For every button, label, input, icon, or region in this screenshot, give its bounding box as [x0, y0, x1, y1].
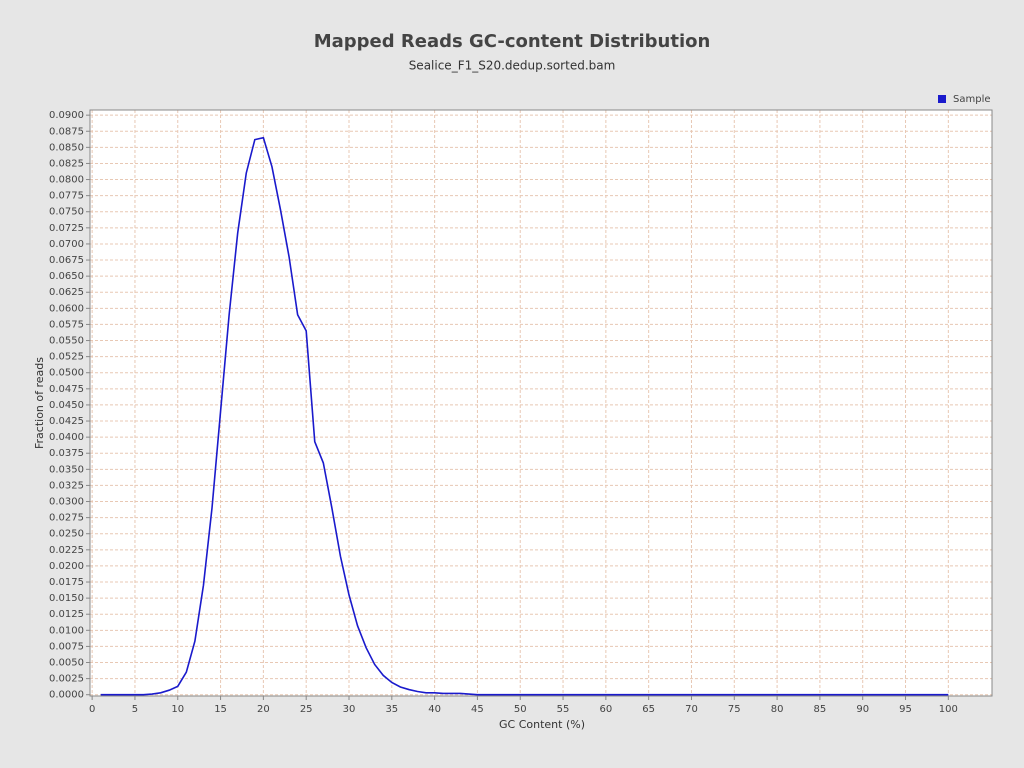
- y-tick-label: 0.0675: [49, 255, 84, 266]
- x-tick-label: 5: [132, 704, 138, 715]
- y-tick-label: 0.0725: [49, 223, 84, 234]
- y-tick-label: 0.0875: [49, 126, 84, 137]
- plot-area: [90, 110, 992, 696]
- y-tick-label: 0.0800: [49, 175, 84, 186]
- y-tick-label: 0.0525: [49, 352, 84, 363]
- y-tick-label: 0.0450: [49, 400, 84, 411]
- y-tick-label: 0.0750: [49, 207, 84, 218]
- y-tick-label: 0.0175: [49, 577, 84, 588]
- y-tick-label: 0.0325: [49, 480, 84, 491]
- y-tick-label: 0.0650: [49, 271, 84, 282]
- legend-label: Sample: [953, 94, 991, 105]
- y-tick-label: 0.0500: [49, 368, 84, 379]
- y-tick-label: 0.0225: [49, 545, 84, 556]
- y-tick-label: 0.0600: [49, 303, 84, 314]
- y-tick-label: 0.0025: [49, 674, 84, 685]
- y-axis-label: Fraction of reads: [33, 357, 46, 449]
- y-tick-label: 0.0775: [49, 191, 84, 202]
- chart-title: Mapped Reads GC-content Distribution: [314, 31, 711, 52]
- y-tick-label: 0.0900: [49, 110, 84, 121]
- x-tick-label: 75: [728, 704, 741, 715]
- y-tick-label: 0.0075: [49, 641, 84, 652]
- data-line: [100, 136, 949, 696]
- y-tick-label: 0.0700: [49, 239, 84, 250]
- x-tick-label: 45: [471, 704, 484, 715]
- x-tick-label: 60: [599, 704, 612, 715]
- x-tick-label: 55: [557, 704, 570, 715]
- x-tick-label: 80: [771, 704, 784, 715]
- x-tick-label: 85: [814, 704, 827, 715]
- x-tick-label: 40: [428, 704, 441, 715]
- y-tick-label: 0.0250: [49, 529, 84, 540]
- y-tick-label: 0.0625: [49, 287, 84, 298]
- x-tick-label: 20: [257, 704, 270, 715]
- y-tick-label: 0.0850: [49, 142, 84, 153]
- legend-swatch: [938, 95, 946, 103]
- y-tick-label: 0.0550: [49, 336, 84, 347]
- x-tick-label: 50: [514, 704, 527, 715]
- x-tick-label: 70: [685, 704, 698, 715]
- y-tick-label: 0.0100: [49, 625, 84, 636]
- x-tick-label: 0: [89, 704, 95, 715]
- y-tick-label: 0.0000: [49, 690, 84, 701]
- y-tick-label: 0.0150: [49, 593, 84, 604]
- y-tick-label: 0.0475: [49, 384, 84, 395]
- y-tick-label: 0.0375: [49, 448, 84, 459]
- y-tick-label: 0.0825: [49, 158, 84, 169]
- x-tick-label: 90: [856, 704, 869, 715]
- x-tick-label: 10: [171, 704, 184, 715]
- chart-subtitle: Sealice_F1_S20.dedup.sorted.bam: [409, 59, 616, 73]
- x-tick-label: 30: [343, 704, 356, 715]
- y-tick-label: 0.0275: [49, 513, 84, 524]
- y-tick-label: 0.0350: [49, 464, 84, 475]
- x-tick-label: 95: [899, 704, 912, 715]
- x-tick-label: 65: [642, 704, 655, 715]
- y-tick-label: 0.0400: [49, 432, 84, 443]
- x-tick-label: 15: [214, 704, 227, 715]
- x-axis-label: GC Content (%): [499, 718, 585, 731]
- y-tick-label: 0.0050: [49, 658, 84, 669]
- y-tick-label: 0.0125: [49, 609, 84, 620]
- x-tick-label: 25: [300, 704, 313, 715]
- y-tick-label: 0.0575: [49, 319, 84, 330]
- y-tick-label: 0.0200: [49, 561, 84, 572]
- y-tick-label: 0.0425: [49, 416, 84, 427]
- y-tick-label: 0.0300: [49, 497, 84, 508]
- x-tick-label: 100: [939, 704, 958, 715]
- plot-border: [89, 109, 993, 697]
- x-tick-label: 35: [385, 704, 398, 715]
